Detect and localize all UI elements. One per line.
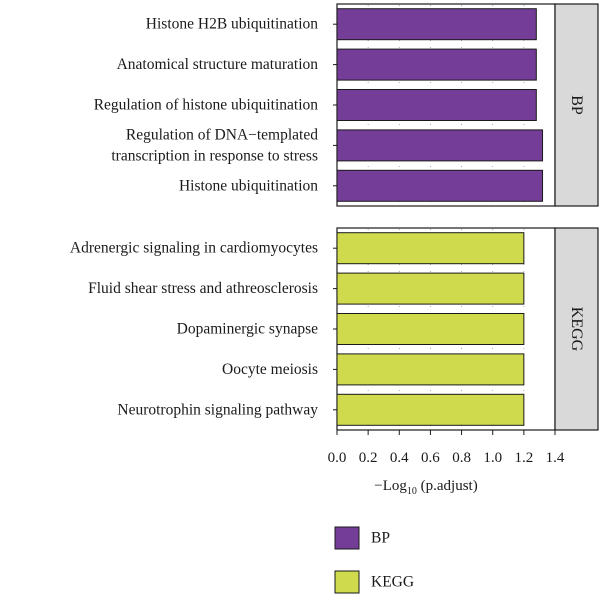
x-tick-label: 0.4	[390, 450, 409, 466]
bar	[336, 393, 525, 426]
x-tick-label: 0.2	[359, 450, 378, 466]
legend-label: KEGG	[371, 574, 414, 591]
bar	[336, 232, 525, 265]
x-tick-label: 0.0	[328, 450, 347, 466]
bar	[336, 169, 544, 202]
category-label: Oocyte meiosis	[222, 361, 318, 378]
bar	[336, 48, 537, 81]
bar	[336, 353, 525, 386]
category-label: Neurotrophin signaling pathway	[117, 401, 318, 418]
x-title-subscript: 10	[407, 486, 417, 497]
legend: BP KEGG	[334, 526, 414, 594]
category-label: transcription in response to stress	[111, 147, 318, 164]
category-label: Adrenergic signaling in cardiomyocytes	[70, 240, 318, 257]
x-tick-label: 1.2	[514, 450, 533, 466]
strip-label: KEGG	[568, 307, 585, 352]
bar	[336, 129, 544, 162]
bar	[336, 272, 525, 305]
chart-panels: BP Histone H2B ubiquitination Anatomical s…	[70, 3, 599, 431]
strip-label: BP	[568, 95, 585, 115]
x-tick-label: 1.4	[546, 450, 565, 466]
x-tick-label: 0.6	[421, 450, 440, 466]
x-title-suffix: (p.adjust)	[417, 478, 478, 494]
legend-label: BP	[371, 530, 390, 547]
x-tick-label: 0.8	[452, 450, 471, 466]
category-label: Anatomical structure maturation	[117, 56, 319, 73]
strip-kegg	[554, 227, 599, 431]
strip-bp	[554, 3, 599, 207]
legend-key-bp	[334, 526, 360, 550]
category-label: Histone ubiquitination	[179, 177, 318, 194]
bar	[336, 89, 537, 121]
x-title-prefix: −Log	[374, 478, 407, 494]
legend-key-kegg	[334, 570, 360, 594]
category-label: Fluid shear stress and athreosclerosis	[88, 280, 318, 297]
bar	[336, 8, 537, 41]
panel-bp: BP Histone H2B ubiquitination Anatomical s…	[94, 3, 599, 207]
x-axis: 0.0 0.2 0.4 0.6 0.8 1.0 1.2 1.4	[328, 430, 565, 466]
panel-kegg: KEGG Adrenergic signaling in cardiomyocyt…	[70, 227, 599, 431]
category-label: Histone H2B ubiquitination	[146, 16, 318, 33]
category-label: Regulation of DNA−templated	[126, 126, 318, 143]
bar	[336, 313, 525, 345]
x-tick-label: 1.0	[483, 450, 502, 466]
category-label: Regulation of histone ubiquitination	[94, 97, 319, 114]
category-label: Dopaminergic synapse	[177, 321, 318, 338]
x-axis-title: −Log10 (p.adjust)	[374, 478, 477, 497]
